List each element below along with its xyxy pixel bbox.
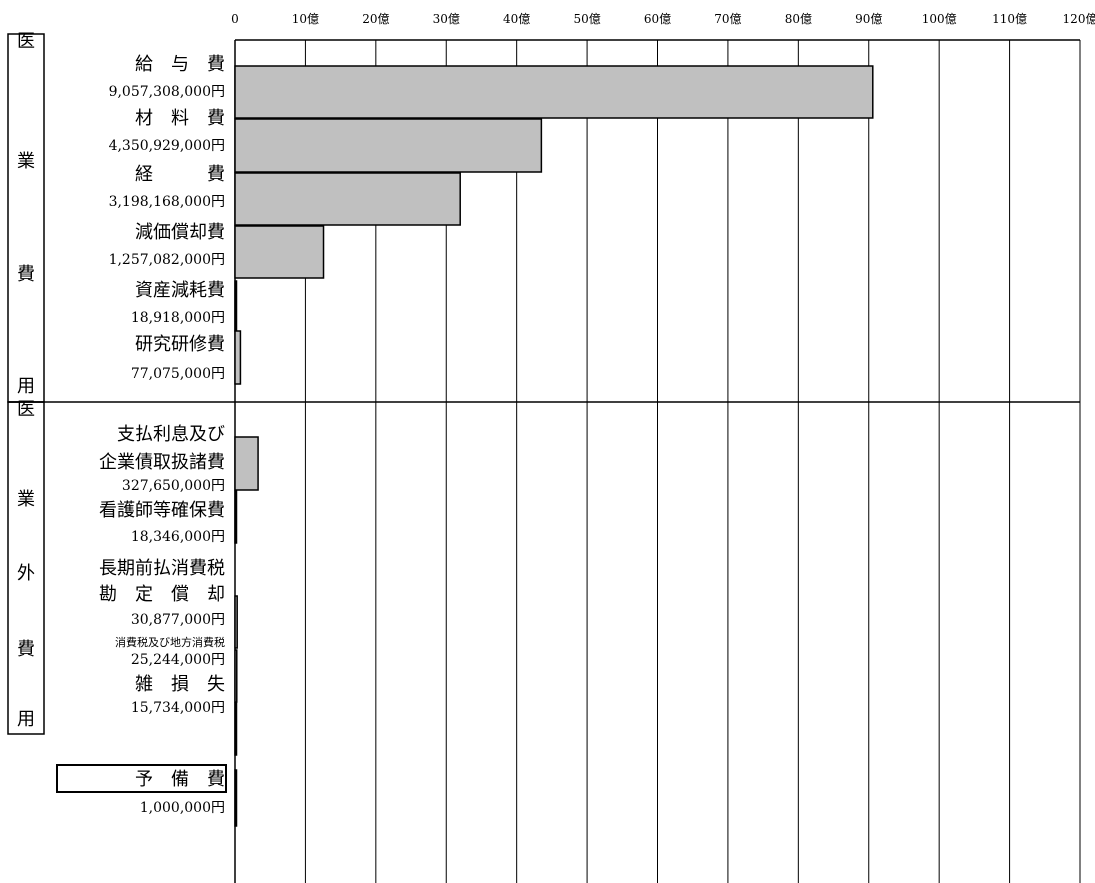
category-label: 長期前払消費税 [99,558,225,579]
category-amount: 1,000,000円 [140,800,225,816]
group-label-char: 費 [17,264,35,285]
x-tick-label: 120億 [1063,12,1095,26]
x-tick-label: 100億 [922,12,957,26]
x-tick-label: 40億 [503,12,530,26]
bar [234,118,543,173]
category-amount: 18,918,000円 [131,310,225,326]
bar [234,702,238,756]
category-label: 資産減耗費 [135,280,225,301]
category-amount: 77,075,000円 [131,366,225,382]
bar [234,172,461,226]
category-amount: 15,734,000円 [131,700,225,716]
category-label: 給 与 費 [135,54,225,75]
group-label-char: 用 [17,376,35,397]
bar [234,225,325,279]
grid-lines [8,39,1081,883]
x-tick-label: 20億 [362,12,389,26]
group-label-char: 業 [17,151,35,172]
category-label: 看護師等確保費 [99,500,225,521]
category-label: 経 費 [135,164,225,185]
group-box [7,401,45,735]
category-amount: 1,257,082,000円 [109,252,225,268]
x-tick-labels: 0 10億 20億 30億 40億 50億 60億 70億 80億 90億 100億 110億 120億 [231,12,1095,26]
x-tick-label: 60億 [644,12,671,26]
category-label: 支払利息及び [117,424,225,445]
category-label: 予 備 費 [135,769,225,790]
x-tick-label: 110億 [992,12,1027,26]
category-amount: 327,650,000円 [122,478,225,494]
bars [234,65,874,827]
group-label-char: 医 [17,31,35,52]
group-box [7,33,45,403]
x-tick-label: 50億 [573,12,600,26]
x-tick-label: 70億 [714,12,741,26]
bar [234,330,242,385]
bar [234,649,238,703]
category-amount: 18,346,000円 [131,529,225,545]
bar [234,490,238,544]
x-tick-label: 0 [231,12,239,26]
x-tick-label: 10億 [292,12,319,26]
category-amount: 9,057,308,000円 [109,84,225,100]
category-label: 勘 定 償 却 [99,584,225,605]
x-tick-label: 80億 [785,12,812,26]
bar [234,595,238,649]
bar [234,280,238,332]
bar [234,65,874,119]
reserve-label-box [56,764,227,793]
group-label-char: 用 [17,709,35,730]
x-tick-label: 90億 [855,12,882,26]
category-amount: 30,877,000円 [131,612,225,628]
category-amount: 4,350,929,000円 [109,138,225,154]
category-label: 減価償却費 [135,222,225,243]
category-label: 材 料 費 [135,108,225,129]
group-label-char: 外 [17,563,35,584]
group-label-char: 医 [17,399,35,420]
category-label: 研究研修費 [135,334,225,355]
category-label: 消費税及び地方消費税 [115,635,225,649]
category-amount: 3,198,168,000円 [109,194,225,210]
x-tick-label: 30億 [433,12,460,26]
group-label-char: 費 [17,639,35,660]
bar [234,769,238,827]
category-label: 雑 損 失 [135,674,225,695]
category-label: 企業債取扱諸費 [99,452,225,473]
group-label-char: 業 [17,489,35,510]
category-amount: 25,244,000円 [131,652,225,668]
bar [234,436,259,491]
